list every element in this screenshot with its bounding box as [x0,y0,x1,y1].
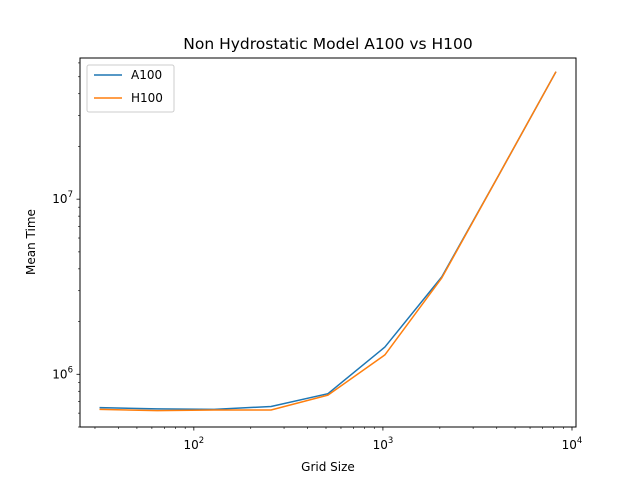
y-tick-label: 107 [52,190,73,206]
plot-lines [99,71,557,412]
y-axis-label: Mean Time [24,209,38,275]
chart-title: Non Hydrostatic Model A100 vs H100 [183,35,473,53]
x-axis-label: Grid Size [301,460,355,474]
legend: A100 H100 [86,64,175,113]
y-tick-label: 106 [52,365,73,381]
major-ticks: 102 103 104 106 107 [52,190,582,452]
legend-box [86,64,175,113]
x-tick-label: 104 [562,436,583,452]
x-tick-label: 103 [373,436,394,452]
x-tick-label: 102 [183,436,204,452]
plot-frame [79,57,577,428]
legend-label-h100: H100 [131,91,163,105]
legend-label-a100: A100 [131,68,162,82]
series-line-h100 [99,71,557,412]
